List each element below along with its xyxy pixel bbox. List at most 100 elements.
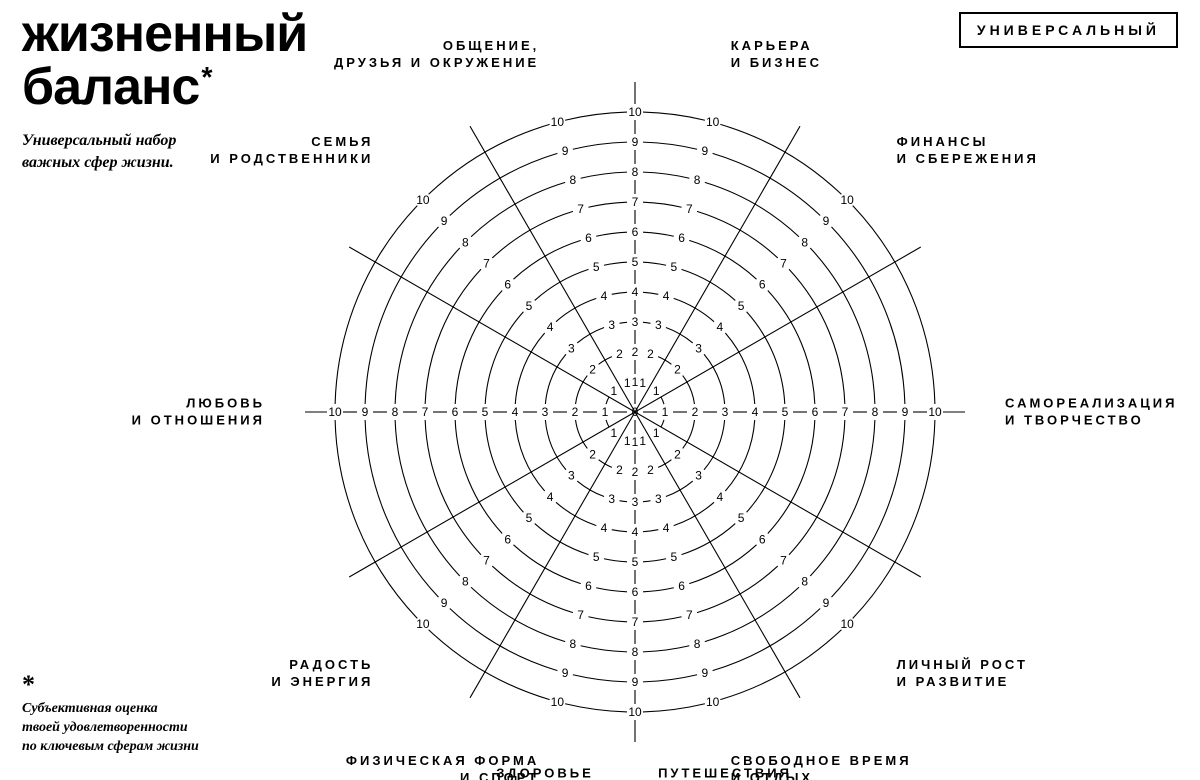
tick-label: 9 xyxy=(632,135,639,149)
tick-label: 7 xyxy=(632,195,639,209)
tick-label: 6 xyxy=(678,231,685,245)
sector-label: ДРУЗЬЯ И ОКРУЖЕНИЕ xyxy=(334,55,539,70)
tick-label: 7 xyxy=(780,553,787,567)
tick-label: 10 xyxy=(928,405,942,419)
tick-label: 8 xyxy=(462,575,469,589)
tick-label: 7 xyxy=(577,608,584,622)
tick-label: 8 xyxy=(632,645,639,659)
tick-label: 7 xyxy=(632,615,639,629)
tick-label: 2 xyxy=(692,405,699,419)
tick-label: 2 xyxy=(674,363,681,377)
tick-label: 3 xyxy=(608,492,615,506)
tick-label: 4 xyxy=(547,490,554,504)
tick-label: 9 xyxy=(823,596,830,610)
tick-label: 9 xyxy=(702,666,709,680)
tick-label: 2 xyxy=(674,447,681,461)
tick-label: 10 xyxy=(416,193,430,207)
tick-label: 3 xyxy=(632,495,639,509)
tick-label: 10 xyxy=(706,115,720,129)
tick-label: 4 xyxy=(632,525,639,539)
tick-label: 10 xyxy=(840,617,854,631)
tick-label: 5 xyxy=(632,255,639,269)
tick-label: 8 xyxy=(392,405,399,419)
tick-label: 4 xyxy=(512,405,519,419)
tick-label: 10 xyxy=(328,405,342,419)
sector-label: САМОРЕАЛИЗАЦИЯ xyxy=(1005,396,1177,411)
tick-label: 4 xyxy=(717,490,724,504)
sector-label: И СПОРТ xyxy=(460,770,539,780)
tick-label: 1 xyxy=(632,375,639,389)
tick-label: 10 xyxy=(628,105,642,119)
tick-label: 6 xyxy=(452,405,459,419)
tick-label: 6 xyxy=(504,532,511,546)
tick-label: 10 xyxy=(551,115,565,129)
tick-label: 8 xyxy=(801,575,808,589)
tick-label: 10 xyxy=(551,695,565,709)
sector-label: И БИЗНЕС xyxy=(731,55,822,70)
tick-label: 7 xyxy=(577,202,584,216)
tick-label: 2 xyxy=(647,347,654,361)
tick-label: 8 xyxy=(801,235,808,249)
tick-label: 7 xyxy=(422,405,429,419)
tick-label: 4 xyxy=(663,289,670,303)
tick-label: 5 xyxy=(782,405,789,419)
tick-label: 5 xyxy=(632,555,639,569)
tick-label: 7 xyxy=(686,608,693,622)
tick-label: 5 xyxy=(670,550,677,564)
tick-label: 9 xyxy=(823,214,830,228)
tick-label: 1 xyxy=(653,426,660,440)
tick-label: 1 xyxy=(610,426,617,440)
tick-label: 6 xyxy=(585,231,592,245)
tick-label: 10 xyxy=(628,705,642,719)
tick-label: 2 xyxy=(572,405,579,419)
tick-label: 6 xyxy=(759,532,766,546)
tick-label: 2 xyxy=(589,363,596,377)
tick-label: 9 xyxy=(441,596,448,610)
tick-label: 1 xyxy=(662,405,669,419)
tick-label: 5 xyxy=(738,299,745,313)
tick-label: 1 xyxy=(653,384,660,398)
sector-label: ЛИЧНЫЙ РОСТ xyxy=(897,657,1028,672)
tick-label: 3 xyxy=(722,405,729,419)
tick-label: 5 xyxy=(670,260,677,274)
tick-label: 8 xyxy=(570,173,577,187)
tick-label: 6 xyxy=(632,225,639,239)
tick-label: 3 xyxy=(568,469,575,483)
sector-label: ЛЮБОВЬ xyxy=(186,396,265,411)
tick-label: 8 xyxy=(462,235,469,249)
tick-label: 6 xyxy=(812,405,819,419)
tick-label: 3 xyxy=(568,341,575,355)
sector-label: И ЭНЕРГИЯ xyxy=(271,674,373,689)
tick-label: 1 xyxy=(610,384,617,398)
sector-label: ОБЩЕНИЕ, xyxy=(443,38,539,53)
tick-label: 5 xyxy=(593,260,600,274)
tick-label: 9 xyxy=(562,666,569,680)
tick-label: 7 xyxy=(686,202,693,216)
tick-0: 0 xyxy=(632,405,639,419)
tick-label: 2 xyxy=(616,463,623,477)
sector-label: И ТВОРЧЕСТВО xyxy=(1005,413,1144,428)
tick-label: 4 xyxy=(547,320,554,334)
tick-label: 3 xyxy=(655,318,662,332)
tick-label: 4 xyxy=(752,405,759,419)
tick-label: 2 xyxy=(632,465,639,479)
tick-label: 7 xyxy=(483,553,490,567)
tick-label: 8 xyxy=(872,405,879,419)
tick-label: 1 xyxy=(624,434,631,448)
sector-label: ФИЗИЧЕСКАЯ ФОРМА xyxy=(346,753,539,768)
tick-label: 9 xyxy=(632,675,639,689)
sector-label: И РОДСТВЕННИКИ xyxy=(210,151,373,166)
tick-label: 1 xyxy=(624,376,631,390)
tick-label: 4 xyxy=(601,521,608,535)
tick-label: 2 xyxy=(647,463,654,477)
tick-label: 6 xyxy=(632,585,639,599)
tick-label: 9 xyxy=(562,144,569,158)
tick-label: 1 xyxy=(639,434,646,448)
tick-label: 5 xyxy=(593,550,600,564)
tick-label: 3 xyxy=(695,341,702,355)
tick-label: 2 xyxy=(632,345,639,359)
tick-label: 2 xyxy=(589,447,596,461)
tick-label: 6 xyxy=(504,278,511,292)
tick-label: 6 xyxy=(759,278,766,292)
tick-label: 3 xyxy=(632,315,639,329)
